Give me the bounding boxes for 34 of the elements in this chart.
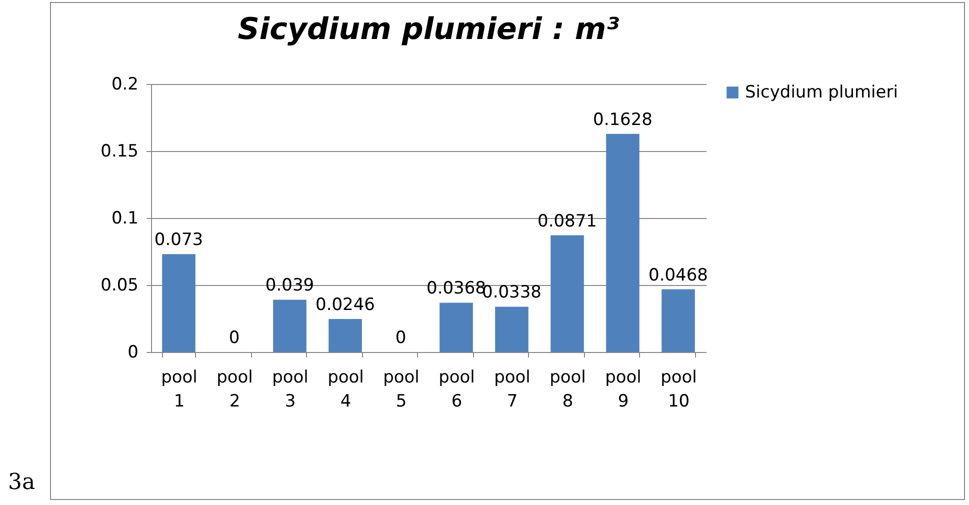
x-tick-label: pool 2 <box>216 368 253 412</box>
text: 3a <box>8 470 36 495</box>
data-label: 0.073 <box>154 230 204 250</box>
x-tick-label: pool 1 <box>161 368 198 412</box>
x-tick-label: pool 9 <box>605 368 642 412</box>
data-label: 0 <box>395 328 406 348</box>
data-label: 0.0468 <box>648 265 708 286</box>
data-label: 0.0871 <box>538 211 597 232</box>
bar <box>440 302 473 352</box>
bar <box>328 319 362 352</box>
y-tick-label: 0.1 <box>111 208 138 228</box>
bar <box>606 134 640 352</box>
data-label: 0 <box>228 328 240 348</box>
x-tick-label: pool 3 <box>272 368 308 412</box>
bar <box>162 254 196 352</box>
legend-label: Sicydium plumieri <box>745 82 898 102</box>
x-tick-label: pool 7 <box>494 368 530 412</box>
bar <box>495 306 528 352</box>
x-tick-label: pool 8 <box>550 368 586 412</box>
bar <box>273 300 306 352</box>
bar <box>550 235 584 352</box>
data-label: 0.039 <box>265 276 314 296</box>
x-tick-label: pool 10 <box>660 368 697 412</box>
chart-title: Sicydium plumieri : m³ <box>238 12 620 47</box>
x-tick-label: pool 5 <box>383 368 420 412</box>
x-tick-label: pool 6 <box>438 368 475 412</box>
data-label: 0.0246 <box>316 295 375 316</box>
y-tick-label: 0.2 <box>111 74 138 94</box>
x-tick-label: pool 4 <box>328 368 364 412</box>
y-tick-label: 0 <box>128 342 138 362</box>
y-tick-label: 0.15 <box>100 142 138 162</box>
y-tick-label: 0.05 <box>100 276 138 296</box>
data-label: 0.1628 <box>593 110 652 130</box>
bar <box>662 289 695 352</box>
